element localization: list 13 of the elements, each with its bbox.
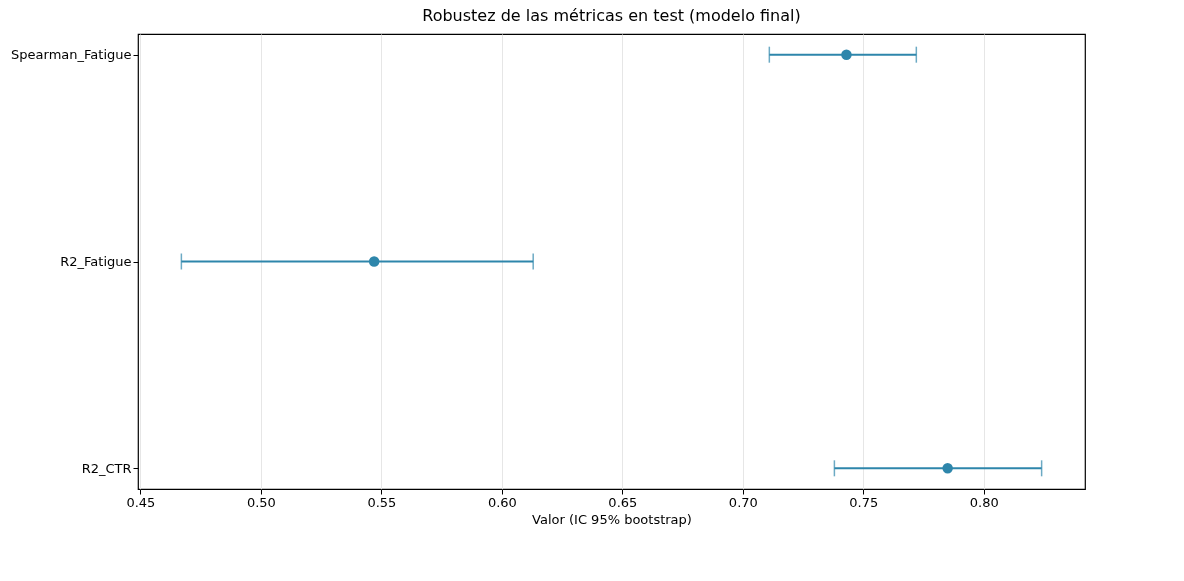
chart-title: Robustez de las métricas en test (modelo final): [422, 6, 801, 25]
x-axis-title: Valor (IC 95% bootstrap): [532, 511, 692, 527]
x-tick-label: 0.50: [246, 494, 276, 510]
x-tick-label: 0.60: [487, 494, 517, 510]
x-tick-label: 0.70: [728, 494, 758, 510]
x-tick-label: 0.55: [367, 494, 397, 510]
x-tick-label: 0.65: [608, 494, 638, 510]
x-tick-label: 0.45: [126, 494, 156, 510]
y-tick-label: R2_CTR: [81, 460, 132, 476]
y-tick-label: Spearman_Fatigue: [11, 47, 132, 63]
x-tick-label: 0.80: [969, 494, 999, 510]
y-tick-label: R2_Fatigue: [60, 254, 132, 269]
x-tick-label: 0.75: [849, 494, 879, 510]
